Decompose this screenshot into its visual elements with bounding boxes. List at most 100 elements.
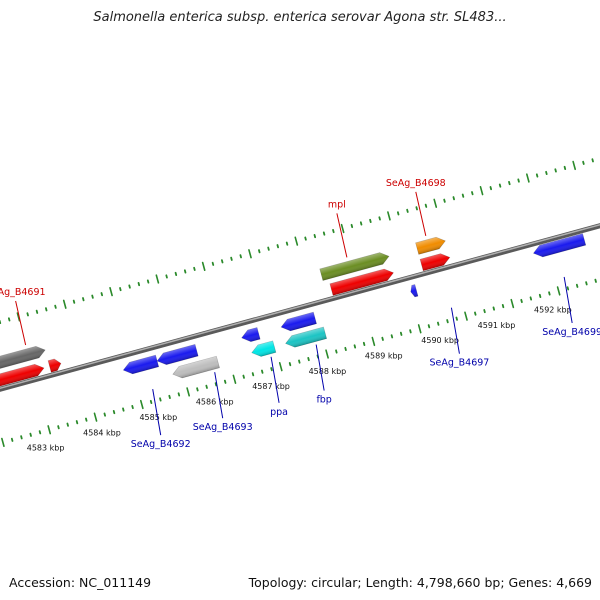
forward-tick <box>165 274 168 279</box>
reverse-tick <box>464 311 468 321</box>
reverse-tick <box>520 298 523 304</box>
reverse-tick <box>20 435 23 440</box>
forward-tick <box>258 249 261 254</box>
gene-label: ppa <box>270 407 288 418</box>
label-leader <box>315 344 325 391</box>
gene-arrow <box>532 233 587 258</box>
forward-tick <box>396 211 400 216</box>
forward-tick <box>378 216 381 221</box>
forward-tick <box>294 236 299 246</box>
gene-arrow-shade <box>285 327 327 348</box>
forward-tick <box>535 173 539 178</box>
forward-tick <box>332 228 335 234</box>
reverse-tick <box>75 420 79 425</box>
gene-arrow-shade <box>0 364 44 391</box>
forward-tick <box>109 286 113 297</box>
forward-tick <box>406 208 409 213</box>
forward-tick <box>517 178 520 183</box>
forward-tick <box>563 165 567 170</box>
forward-tick <box>508 181 511 186</box>
label-leader <box>336 213 348 258</box>
reverse-tick <box>66 422 69 427</box>
reverse-tick <box>474 311 477 316</box>
reverse-tick <box>548 291 551 296</box>
gene-arrow <box>241 327 261 342</box>
reverse-tick <box>399 331 403 336</box>
reverse-tick <box>10 437 14 442</box>
reverse-tick <box>270 367 273 372</box>
reverse-tick <box>371 336 376 347</box>
topology-text: Topology: circular; Length: 4,798,660 bp… <box>248 575 592 590</box>
reverse-tick <box>390 334 394 339</box>
gene-arrow <box>285 326 328 348</box>
label-leader <box>270 356 280 403</box>
kbp-label: 4589 kbp <box>365 351 403 360</box>
reverse-tick <box>196 387 199 392</box>
label-leader <box>152 389 162 436</box>
forward-tick <box>193 266 196 271</box>
gene-arrow-shade <box>157 344 199 365</box>
forward-tick <box>146 279 150 284</box>
feature-tracks <box>0 233 587 392</box>
gene-label: SeAg_B4692 <box>131 439 191 450</box>
reverse-tick <box>566 286 570 291</box>
tick-rows <box>0 158 597 448</box>
forward-tick <box>285 241 289 246</box>
gene-arrow-shade <box>329 269 394 296</box>
kbp-label: 4583 kbp <box>27 444 65 453</box>
backbone <box>0 223 600 392</box>
gene-label: SeAg_B4698 <box>386 178 446 189</box>
reverse-tick <box>510 298 515 309</box>
feature-labels: SeAg_B4691mplSeAg_B4698SeAg_B4692SeAg_B4… <box>0 178 600 450</box>
forward-tick <box>350 223 354 229</box>
forward-tick <box>54 304 57 309</box>
label-leader <box>450 307 460 354</box>
forward-tick <box>489 186 493 191</box>
gene-arrow <box>419 253 451 272</box>
kbp-label: 4585 kbp <box>139 413 177 422</box>
gene-arrow <box>319 252 390 281</box>
gene-arrow <box>251 340 277 357</box>
accession-text: Accession: NC_011149 <box>9 575 152 590</box>
kbp-scale: 4583 kbp 4584 kbp 4585 kbp 4586 kbp 4587 kbp… <box>27 305 572 452</box>
reverse-tick <box>298 359 301 364</box>
forward-tick <box>526 173 530 183</box>
backbone-line <box>0 223 600 392</box>
forward-tick <box>239 254 242 259</box>
reverse-tick <box>278 361 283 372</box>
forward-tick <box>248 249 252 259</box>
reverse-tick <box>417 324 422 334</box>
gene-arrow-shade <box>415 237 446 255</box>
gene-arrow-shade <box>123 355 159 374</box>
forward-tick <box>340 223 345 234</box>
forward-tick <box>591 158 594 163</box>
label-leader <box>15 300 27 346</box>
reverse-tick <box>344 346 347 352</box>
reverse-tick <box>85 417 88 422</box>
forward-tick <box>498 183 502 188</box>
forward-tick <box>359 221 363 226</box>
forward-tick <box>230 256 233 261</box>
forward-tick <box>554 168 557 173</box>
gene-label: SeAg_B4691 <box>0 287 46 298</box>
gene-label: SeAg_B4697 <box>429 358 489 369</box>
reverse-tick <box>575 283 579 288</box>
gene-arrow-shade <box>241 327 261 342</box>
reverse-tick <box>353 344 357 349</box>
reverse-tick <box>251 372 255 377</box>
reverse-tick <box>381 336 384 341</box>
label-leader <box>214 372 224 419</box>
label-leader <box>415 191 427 237</box>
gene-arrow <box>172 355 220 379</box>
reverse-tick <box>455 316 458 321</box>
forward-tick <box>276 244 279 249</box>
reverse-tick <box>38 430 42 435</box>
forward-tick <box>174 271 178 277</box>
reverse-tick <box>214 382 218 387</box>
forward-tick <box>443 198 446 203</box>
reverse-tick <box>242 374 245 379</box>
kbp-label: 4584 kbp <box>83 428 121 437</box>
map-title: Salmonella enterica subsp. enterica sero… <box>93 10 507 25</box>
forward-tick <box>424 203 428 208</box>
